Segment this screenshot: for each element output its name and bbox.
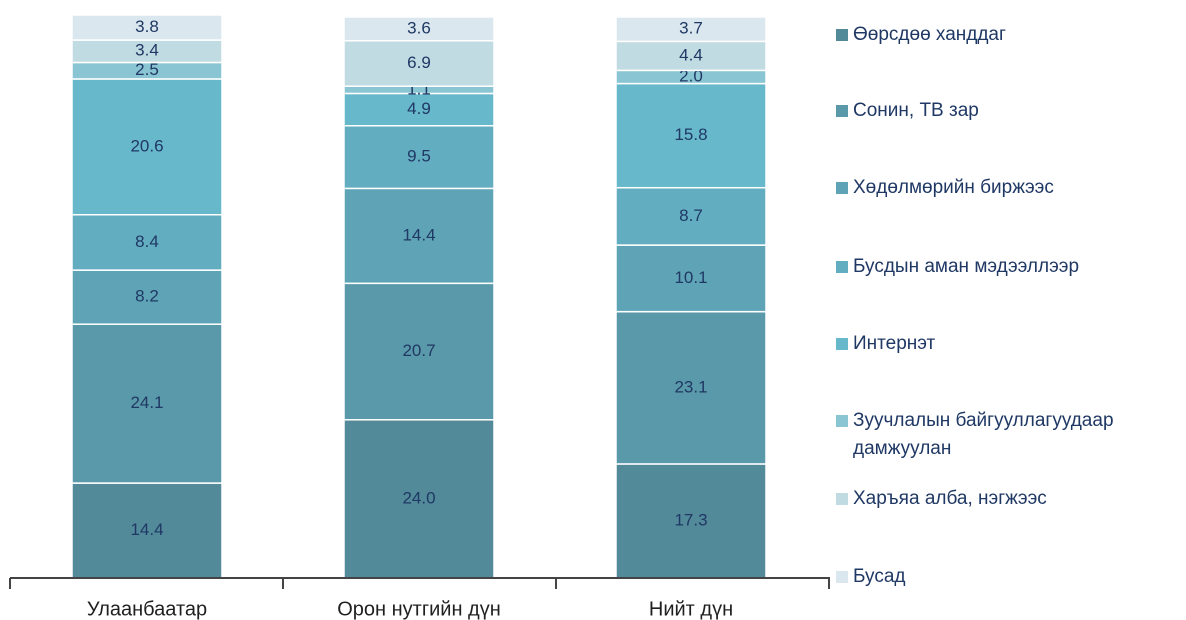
legend-swatch: [836, 415, 848, 427]
legend-swatch: [836, 338, 848, 350]
legend-swatch: [836, 571, 848, 583]
data-label: 8.2: [135, 287, 159, 306]
legend-item: Хөдөлмөрийн биржээс: [836, 174, 1181, 202]
bar-segment: [71, 78, 223, 216]
legend-label: Сонин, ТВ зар: [853, 100, 979, 121]
bar-segment: [71, 323, 223, 484]
legend-item: Сонин, ТВ зар: [836, 97, 1181, 125]
data-label: 17.3: [674, 510, 707, 529]
data-label: 24.1: [130, 393, 163, 412]
legend-item: Харъяа алба, нэгжээс: [836, 485, 1181, 513]
data-label: 14.4: [402, 225, 435, 244]
data-label: 3.6: [407, 18, 431, 37]
legend-item: Интернэт: [836, 330, 1181, 358]
bar-segment: [615, 16, 767, 43]
legend-item: Өөрсдөө ханддаг: [836, 21, 1181, 49]
data-label: 20.6: [130, 136, 163, 155]
bar-segment: [343, 16, 495, 42]
data-label: 24.0: [402, 488, 435, 507]
plot: 14.4 24.1 8.2 8.4 20.6 2.53.4 3.8 Улаанбаатар 24…: [9, 14, 830, 620]
data-label: 2.0: [679, 66, 703, 85]
bar-segment: [343, 39, 495, 87]
data-label: 10.1: [674, 268, 707, 287]
legend-swatch: [836, 105, 848, 117]
x-tick-label: Улаанбаатар: [87, 598, 207, 620]
legend-label: Интернэт: [853, 333, 936, 354]
data-label: 3.4: [135, 41, 159, 60]
bar-segment: [71, 14, 223, 41]
legend-label: Зуучлалын байгууллагуудаар дамжуулан: [853, 410, 1114, 459]
data-label: 4.9: [407, 99, 431, 118]
bar-segment: [343, 187, 495, 285]
data-label: 2.5: [135, 60, 159, 79]
legend-swatch: [836, 29, 848, 41]
legend-label: Харъяа алба, нэгжээс: [853, 488, 1047, 509]
bar-segment: [343, 92, 495, 127]
bar-segment: [615, 310, 767, 465]
data-label: 8.4: [135, 232, 159, 251]
bar-segment: [615, 186, 767, 246]
legend-item: Зуучлалын байгууллагуудаар дамжуулан: [836, 407, 1181, 463]
data-label: 20.7: [402, 341, 435, 360]
x-tick-label: Орон нутгийн дүн: [337, 598, 501, 620]
legend-label: Хөдөлмөрийн биржээс: [853, 177, 1054, 198]
data-label: 23.1: [674, 377, 707, 396]
data-label: 6.9: [407, 53, 431, 72]
data-label: 3.7: [679, 19, 703, 38]
bar-segment: [343, 282, 495, 421]
legend-item: Бусад: [836, 563, 1181, 591]
legend-label: Бусад: [853, 566, 906, 587]
legend-label: Бусдын аман мэдээллээр: [853, 256, 1080, 277]
legend-item: Бусдын аман мэдээллээр: [836, 253, 1181, 281]
data-label: 9.5: [407, 147, 431, 166]
data-label: 14.4: [130, 520, 163, 539]
bar-segment: [615, 82, 767, 189]
bar-segment: [71, 214, 223, 271]
bar-segment: [71, 482, 223, 579]
legend-swatch: [836, 493, 848, 505]
data-label: 3.8: [135, 17, 159, 36]
legend-label: Өөрсдөө ханддаг: [853, 24, 1006, 45]
data-label: 4.4: [679, 45, 703, 64]
x-tick-label: Нийт дүн: [649, 598, 733, 620]
legend-swatch: [836, 261, 848, 273]
data-label: 15.8: [674, 125, 707, 144]
data-label: 8.7: [679, 206, 703, 225]
legend-swatch: [836, 182, 848, 194]
bar-segment: [615, 244, 767, 313]
